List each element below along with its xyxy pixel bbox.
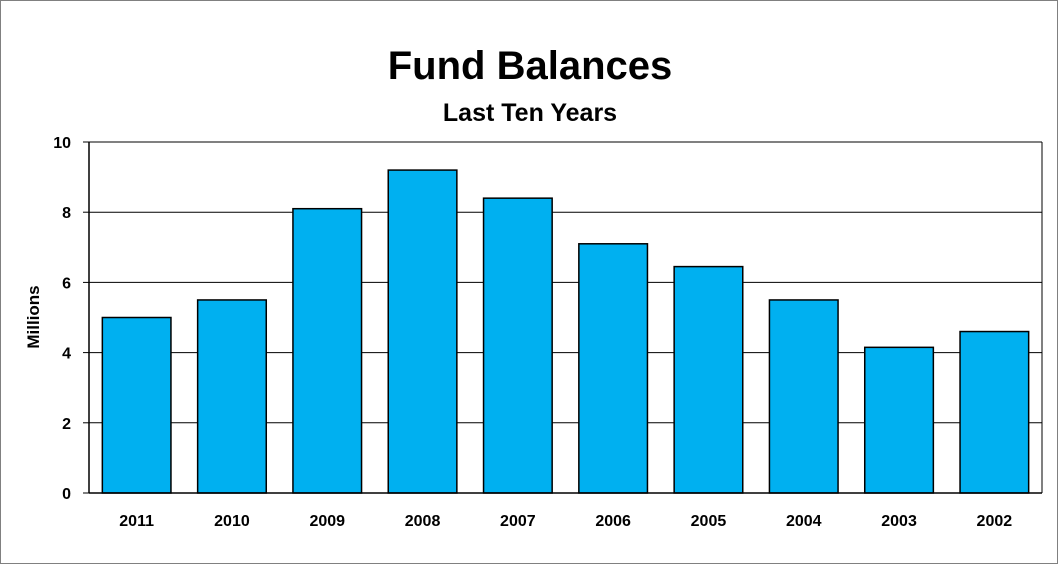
y-tick-label: 0 xyxy=(62,486,71,503)
bar-2002 xyxy=(959,330,1030,494)
x-tick-label: 2008 xyxy=(405,513,441,530)
y-axis-label: Millions xyxy=(24,285,43,348)
x-tick-label: 2002 xyxy=(977,513,1013,530)
y-tick-labels: 0 2 4 6 8 10 xyxy=(53,135,71,503)
chart-subtitle: Last Ten Years xyxy=(443,99,617,127)
bar-2010 xyxy=(196,299,268,494)
y-tick-label: 4 xyxy=(62,346,71,363)
y-tick-label: 2 xyxy=(62,416,71,433)
x-tick-label: 2011 xyxy=(119,513,154,530)
bar-2011 xyxy=(101,316,172,494)
bar-2007 xyxy=(482,197,553,494)
x-tick-label: 2010 xyxy=(214,513,250,530)
x-tick-label: 2007 xyxy=(500,513,536,530)
axes xyxy=(83,141,1043,494)
x-tick-label: 2003 xyxy=(881,513,917,530)
bars xyxy=(101,169,1030,494)
x-tick-label: 2006 xyxy=(595,513,631,530)
y-tick-label: 10 xyxy=(53,135,71,152)
x-tick-label: 2005 xyxy=(691,513,727,530)
bar-2003 xyxy=(863,346,935,494)
bar-2005 xyxy=(673,265,744,494)
chart-title: Fund Balances xyxy=(388,44,673,88)
bar-2006 xyxy=(578,243,649,494)
x-tick-label: 2004 xyxy=(786,513,822,530)
bar-2008 xyxy=(387,169,458,494)
bar-2009 xyxy=(292,207,363,494)
x-tick-labels: 2011 2010 2009 2008 2007 2006 2005 2004 2003 2002 xyxy=(119,513,1012,530)
y-tick-label: 6 xyxy=(62,275,71,292)
bar-2004 xyxy=(768,299,839,494)
x-tick-label: 2009 xyxy=(309,513,345,530)
y-tick-label: 8 xyxy=(62,205,71,222)
